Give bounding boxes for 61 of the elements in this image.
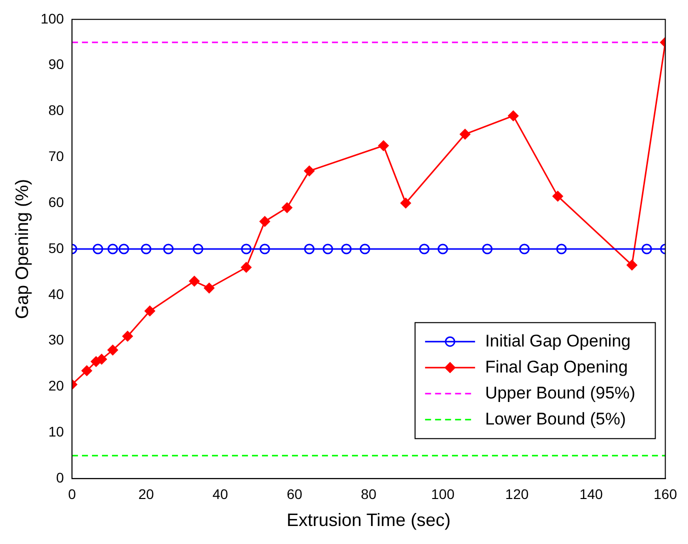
y-tick-label: 70 bbox=[48, 148, 64, 164]
point bbox=[482, 244, 493, 254]
x-tick-label: 120 bbox=[505, 486, 529, 502]
x-tick-label: 80 bbox=[360, 486, 377, 502]
y-tick-label: 0 bbox=[56, 469, 64, 486]
point bbox=[163, 244, 174, 254]
point bbox=[192, 244, 204, 254]
x-tick-label: 160 bbox=[654, 486, 678, 502]
point bbox=[304, 166, 315, 176]
y-tick-label: 90 bbox=[48, 56, 64, 72]
y-tick-label: 100 bbox=[40, 10, 64, 26]
point bbox=[108, 244, 118, 254]
x-tick-label: 20 bbox=[138, 486, 154, 502]
point bbox=[460, 128, 470, 140]
point bbox=[626, 260, 638, 270]
point bbox=[118, 244, 130, 254]
y-tick-label: 80 bbox=[48, 102, 64, 118]
point bbox=[552, 190, 564, 202]
x-tick-label: 0 bbox=[68, 486, 76, 502]
y-tick-label: 30 bbox=[48, 332, 64, 348]
point bbox=[400, 198, 411, 208]
legend-label: Lower Bound (5%) bbox=[485, 409, 626, 428]
point bbox=[419, 244, 430, 254]
point bbox=[82, 365, 92, 376]
point bbox=[282, 202, 292, 213]
point bbox=[378, 140, 389, 151]
legend-label: Upper Bound (95%) bbox=[485, 383, 636, 402]
point bbox=[322, 244, 334, 254]
point bbox=[96, 354, 107, 364]
y-tick-label: 10 bbox=[48, 424, 64, 440]
point bbox=[508, 110, 519, 122]
point bbox=[519, 244, 530, 254]
x-axis-title: Extrusion Time (sec) bbox=[286, 510, 451, 530]
y-axis-title: Gap Opening (%) bbox=[12, 178, 32, 320]
y-tick-label: 20 bbox=[48, 378, 64, 394]
point bbox=[556, 244, 567, 254]
point bbox=[642, 244, 652, 254]
x-tick-label: 100 bbox=[431, 486, 455, 502]
point bbox=[260, 216, 270, 227]
legend-label: Final Gap Opening bbox=[485, 357, 628, 376]
legend-label: Initial Gap Opening bbox=[485, 331, 631, 350]
point bbox=[304, 244, 315, 254]
y-tick-label: 40 bbox=[48, 286, 64, 302]
point bbox=[341, 244, 352, 254]
point bbox=[189, 276, 200, 286]
point bbox=[360, 244, 370, 254]
x-tick-label: 40 bbox=[212, 486, 228, 502]
point bbox=[260, 244, 270, 254]
point bbox=[204, 282, 214, 294]
point bbox=[438, 244, 448, 254]
point bbox=[144, 306, 156, 316]
x-tick-label: 60 bbox=[286, 486, 302, 502]
x-tick-label: 140 bbox=[579, 486, 604, 502]
point bbox=[140, 244, 152, 254]
point bbox=[241, 262, 252, 273]
y-tick-label: 60 bbox=[48, 194, 64, 210]
point bbox=[108, 344, 118, 356]
point bbox=[122, 331, 133, 342]
y-tick-label: 50 bbox=[48, 240, 64, 256]
point bbox=[241, 244, 252, 254]
point bbox=[92, 244, 104, 254]
